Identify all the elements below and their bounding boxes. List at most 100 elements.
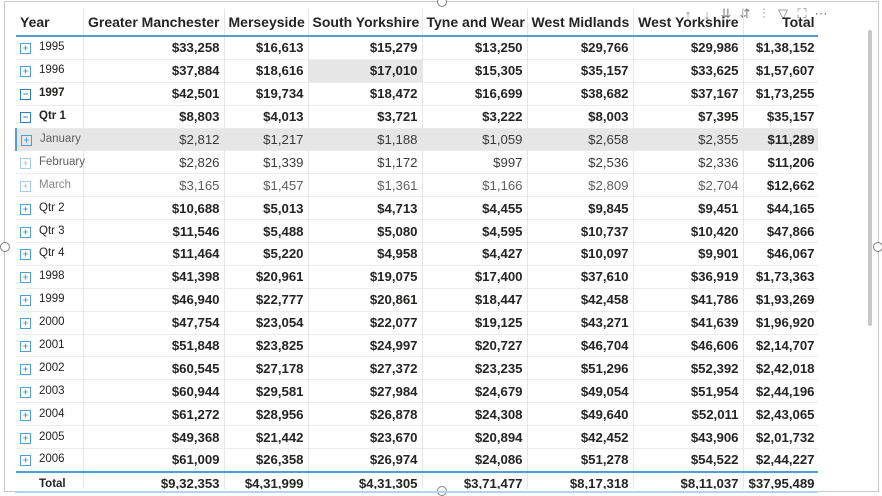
total-cell[interactable]: $37,95,489 xyxy=(743,471,818,489)
table-cell[interactable]: $18,447 xyxy=(422,288,528,312)
table-cell[interactable]: $26,878 xyxy=(308,402,423,426)
table-cell[interactable]: $8,003 xyxy=(527,105,634,129)
table-row[interactable]: +1995 $33,258 $16,613 $15,279 $13,250 $29,766… xyxy=(16,36,818,60)
total-cell[interactable]: $8,17,318 xyxy=(527,471,634,489)
table-cell[interactable]: $3,165 xyxy=(83,173,225,197)
expand-icon[interactable]: + xyxy=(20,295,31,307)
table-cell[interactable]: $1,93,269 xyxy=(743,288,818,312)
table-cell[interactable]: $28,956 xyxy=(224,402,309,426)
table-row[interactable]: +2002 $60,545 $27,178 $27,372 $23,235 $51,296… xyxy=(16,356,818,380)
column-header-greater-manchester[interactable]: Greater Manchester xyxy=(83,9,225,36)
table-cell[interactable]: $27,178 xyxy=(224,356,309,380)
table-cell[interactable]: $36,919 xyxy=(633,265,744,289)
table-cell[interactable]: $1,73,363 xyxy=(743,265,818,289)
expand-icon[interactable]: + xyxy=(20,66,31,78)
table-cell[interactable]: $5,013 xyxy=(224,196,309,220)
table-cell[interactable]: $5,220 xyxy=(224,242,309,266)
table-cell[interactable]: $17,400 xyxy=(422,265,528,289)
table-cell[interactable]: $1,172 xyxy=(308,150,423,174)
table-cell[interactable]: $60,545 xyxy=(83,356,225,380)
table-cell[interactable]: $24,086 xyxy=(422,448,528,472)
table-cell[interactable]: $41,639 xyxy=(633,311,744,335)
table-cell[interactable]: $2,704 xyxy=(633,173,744,197)
table-cell[interactable]: $46,704 xyxy=(527,334,634,357)
column-header-total[interactable]: Total xyxy=(743,9,818,36)
table-cell[interactable]: $9,845 xyxy=(527,196,634,220)
table-cell[interactable]: $37,167 xyxy=(633,82,744,106)
table-cell[interactable]: $17,010 xyxy=(308,59,423,83)
table-row[interactable]: + March $3,165 $1,457 $1,361 $1,166 $2,809 $2,7… xyxy=(16,173,818,197)
table-cell[interactable]: $2,44,227 xyxy=(743,448,818,472)
table-row[interactable]: −1997 $42,501 $19,734 $18,472 $16,699 $38,682… xyxy=(16,82,818,106)
table-cell[interactable]: $1,361 xyxy=(308,173,423,197)
table-cell[interactable]: $2,01,732 xyxy=(743,425,818,449)
table-cell[interactable]: $23,670 xyxy=(308,425,423,449)
table-cell[interactable]: $61,009 xyxy=(83,448,225,472)
table-cell[interactable]: $1,166 xyxy=(422,173,528,197)
table-row[interactable]: + February $2,826 $1,339 $1,172 $997 $2,536 $2,… xyxy=(16,150,818,174)
table-cell[interactable]: $13,250 xyxy=(422,36,528,60)
table-cell[interactable]: $51,848 xyxy=(83,334,225,357)
table-cell[interactable]: $11,546 xyxy=(83,219,225,243)
collapse-icon[interactable]: − xyxy=(20,89,31,101)
table-cell[interactable]: $42,501 xyxy=(83,82,225,106)
table-cell[interactable]: $4,013 xyxy=(224,105,309,129)
table-cell[interactable]: $18,472 xyxy=(308,82,423,106)
table-cell[interactable]: $46,067 xyxy=(743,242,818,266)
expand-icon[interactable]: + xyxy=(20,249,31,261)
table-cell[interactable]: $49,640 xyxy=(527,402,634,426)
table-cell[interactable]: $997 xyxy=(422,150,528,174)
table-cell[interactable]: $20,961 xyxy=(224,265,309,289)
table-row[interactable]: +1999 $46,940 $22,777 $20,861 $18,447 $42,458… xyxy=(16,288,818,312)
table-cell[interactable]: $20,894 xyxy=(422,425,528,449)
expand-icon[interactable]: + xyxy=(20,432,31,444)
table-cell[interactable]: $42,458 xyxy=(527,288,634,312)
table-cell[interactable]: $19,734 xyxy=(224,82,309,106)
table-cell[interactable]: $19,125 xyxy=(422,311,528,335)
table-row[interactable]: +2003 $60,944 $29,581 $27,984 $24,679 $49,054… xyxy=(16,379,818,403)
table-cell[interactable]: $16,699 xyxy=(422,82,528,106)
table-cell[interactable]: $19,075 xyxy=(308,265,423,289)
table-cell[interactable]: $37,884 xyxy=(83,59,225,83)
expand-icon[interactable]: + xyxy=(20,455,31,467)
table-cell[interactable]: $24,997 xyxy=(308,334,423,357)
table-cell[interactable]: $10,737 xyxy=(527,219,634,243)
table-cell[interactable]: $18,616 xyxy=(224,59,309,83)
table-cell[interactable]: $4,713 xyxy=(308,196,423,220)
table-cell[interactable]: $49,368 xyxy=(83,425,225,449)
resize-handle-top[interactable] xyxy=(437,0,447,7)
table-row[interactable]: +2006 $61,009 $26,358 $26,974 $24,086 $51,278… xyxy=(16,448,818,472)
table-cell[interactable]: $2,14,707 xyxy=(743,334,818,357)
table-cell[interactable]: $1,188 xyxy=(308,128,423,151)
expand-icon[interactable]: + xyxy=(20,157,31,169)
table-cell[interactable]: $33,258 xyxy=(83,36,225,60)
table-cell[interactable]: $9,901 xyxy=(633,242,744,266)
table-cell[interactable]: $20,727 xyxy=(422,334,528,357)
table-cell[interactable]: $3,721 xyxy=(308,105,423,129)
table-cell[interactable]: $24,679 xyxy=(422,379,528,403)
table-cell[interactable]: $2,536 xyxy=(527,150,634,174)
table-cell[interactable]: $1,457 xyxy=(224,173,309,197)
table-cell[interactable]: $33,625 xyxy=(633,59,744,83)
table-cell[interactable]: $38,682 xyxy=(527,82,634,106)
total-cell[interactable]: $4,31,999 xyxy=(224,471,309,489)
column-header-south-yorkshire[interactable]: South Yorkshire xyxy=(308,9,423,36)
table-cell[interactable]: $4,958 xyxy=(308,242,423,266)
table-cell[interactable]: $23,054 xyxy=(224,311,309,335)
table-row[interactable]: +1996 $37,884 $18,616 $17,010 $15,305 $35,157… xyxy=(16,59,818,83)
table-cell[interactable]: $3,222 xyxy=(422,105,528,129)
table-cell[interactable]: $1,73,255 xyxy=(743,82,818,106)
table-cell[interactable]: $11,206 xyxy=(743,150,818,174)
table-cell[interactable]: $23,235 xyxy=(422,356,528,380)
table-cell[interactable]: $49,054 xyxy=(527,379,634,403)
table-row[interactable]: + Qtr 4 $11,464 $5,220 $4,958 $4,427 $10,097 $9… xyxy=(16,242,818,266)
table-cell[interactable]: $51,954 xyxy=(633,379,744,403)
table-cell[interactable]: $52,392 xyxy=(633,356,744,380)
table-cell[interactable]: $60,944 xyxy=(83,379,225,403)
expand-icon[interactable]: + xyxy=(20,341,31,353)
table-cell[interactable]: $26,358 xyxy=(224,448,309,472)
table-cell[interactable]: $10,688 xyxy=(83,196,225,220)
table-cell[interactable]: $29,766 xyxy=(527,36,634,60)
expand-icon[interactable]: + xyxy=(20,409,31,421)
table-row[interactable]: + Qtr 3 $11,546 $5,488 $5,080 $4,595 $10,737 $1… xyxy=(16,219,818,243)
